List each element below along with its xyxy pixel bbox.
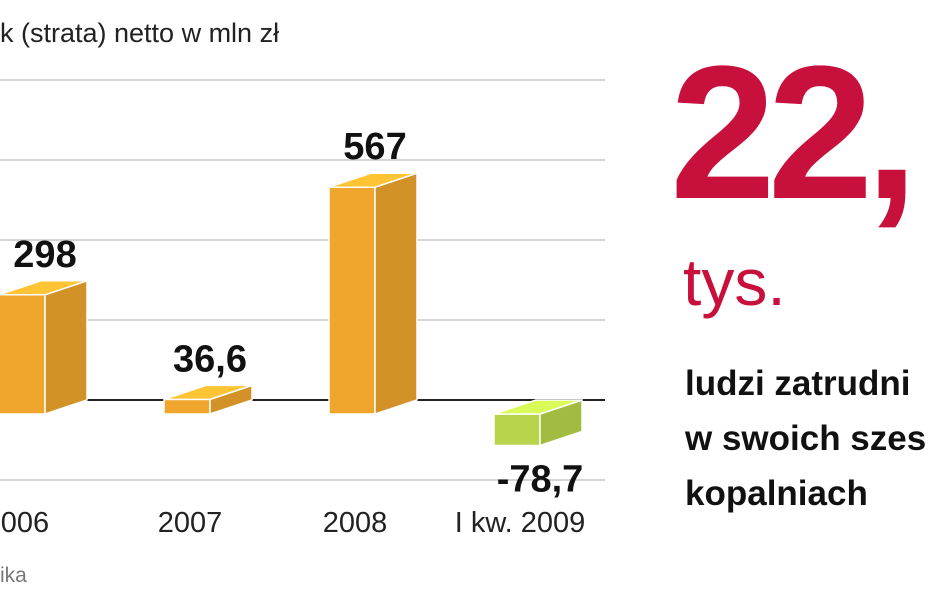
source: ika — [0, 564, 27, 587]
bar-side — [44, 279, 88, 416]
x-tick-label: I kw. 2009 — [455, 507, 586, 539]
headline-line: ludzi zatrudni — [685, 364, 911, 403]
headline-unit: tys. — [683, 245, 786, 319]
value-label: 36,6 — [173, 338, 247, 380]
headline-line: w swoich szes — [684, 419, 926, 458]
headline-line: kopalniach — [685, 474, 868, 513]
x-tick-label: 2008 — [323, 507, 388, 539]
value-label: 298 — [13, 234, 76, 276]
bar — [163, 384, 253, 416]
bar — [493, 398, 583, 447]
bar-top — [493, 399, 583, 415]
bar-top — [163, 384, 253, 401]
value-label: 567 — [343, 126, 406, 168]
bar-front — [163, 398, 211, 415]
bar-side — [374, 172, 418, 416]
bar-front — [0, 294, 46, 415]
bar-front — [493, 413, 541, 447]
bar — [328, 172, 418, 416]
bar-front — [328, 186, 376, 415]
bar — [0, 279, 88, 416]
chart-title: k (strata) netto w mln zł — [0, 18, 279, 48]
headline-number: 22, — [670, 27, 910, 239]
x-tick-label: 2007 — [158, 507, 223, 539]
bar-top — [328, 172, 418, 188]
x-tick-label: 006 — [1, 507, 49, 539]
bar-top — [0, 280, 88, 296]
value-label: -78,7 — [497, 458, 584, 500]
